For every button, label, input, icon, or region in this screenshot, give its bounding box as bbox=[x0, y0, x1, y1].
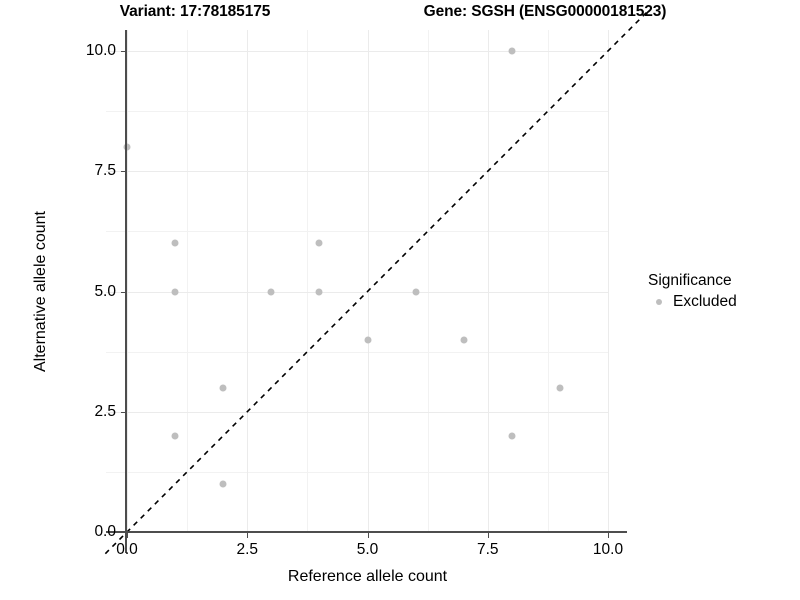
y-tick-label: 7.5 bbox=[94, 162, 116, 180]
y-tick-mark bbox=[121, 411, 126, 413]
data-point[interactable] bbox=[267, 288, 275, 295]
y-axis-line bbox=[125, 30, 127, 553]
gridline-horizontal-minor bbox=[106, 231, 608, 233]
gridline-horizontal bbox=[106, 171, 608, 173]
legend: Significance Excluded bbox=[648, 272, 793, 311]
legend-title: Significance bbox=[648, 272, 732, 289]
chart-title-row: Variant: 17:78185175 Gene: SGSH (ENSG000… bbox=[0, 3, 667, 25]
y-tick-label: 2.5 bbox=[94, 402, 116, 420]
x-tick-label: 5.0 bbox=[356, 541, 379, 558]
x-tick-mark bbox=[127, 533, 128, 538]
data-point[interactable] bbox=[219, 384, 227, 392]
gridline-vertical bbox=[608, 30, 609, 532]
legend-item[interactable]: Excluded bbox=[648, 293, 793, 311]
data-point[interactable] bbox=[219, 480, 227, 488]
gridline-vertical bbox=[367, 30, 369, 532]
x-axis-label: Reference allele count bbox=[287, 568, 448, 585]
data-point[interactable] bbox=[171, 432, 179, 440]
x-tick-mark bbox=[487, 533, 489, 538]
gridline-vertical-minor bbox=[187, 30, 189, 532]
y-tick-mark bbox=[121, 532, 126, 533]
gridline-horizontal-minor bbox=[106, 111, 608, 113]
x-tick-label: 2.5 bbox=[236, 541, 259, 558]
data-point[interactable] bbox=[315, 288, 323, 295]
y-tick-label: 0.0 bbox=[94, 523, 116, 540]
y-axis-label: Alternative allele count bbox=[32, 211, 49, 372]
variant-title: Variant: 17:78185175 bbox=[119, 3, 271, 20]
y-tick-mark bbox=[121, 171, 126, 173]
gridline-vertical-minor bbox=[427, 30, 429, 532]
data-point[interactable] bbox=[508, 47, 516, 55]
data-point[interactable] bbox=[171, 239, 179, 247]
y-tick-mark bbox=[121, 291, 126, 293]
x-tick-mark bbox=[367, 533, 369, 538]
x-tick-label: 10.0 bbox=[592, 541, 624, 558]
gene-title: Gene: SGSH (ENSG00000181523) bbox=[423, 3, 667, 20]
gridline-horizontal-minor bbox=[106, 351, 608, 353]
data-point[interactable] bbox=[171, 288, 179, 295]
y-tick-label: 5.0 bbox=[94, 282, 116, 300]
gridline-horizontal bbox=[106, 291, 608, 293]
plot-panel bbox=[104, 9, 650, 555]
x-tick-mark bbox=[247, 533, 249, 538]
gridline-vertical bbox=[127, 30, 128, 532]
gridline-horizontal bbox=[106, 411, 608, 413]
gridline-vertical bbox=[487, 30, 489, 532]
legend-items: Excluded bbox=[648, 293, 793, 311]
data-point[interactable] bbox=[556, 384, 564, 392]
x-tick-label: 0.0 bbox=[116, 541, 138, 558]
data-point[interactable] bbox=[508, 432, 516, 440]
y-tick-label: 10.0 bbox=[85, 42, 116, 59]
gridline-vertical bbox=[247, 30, 249, 532]
gridline-vertical-minor bbox=[547, 30, 549, 532]
x-tick-mark bbox=[608, 533, 609, 538]
legend-item-label: Excluded bbox=[673, 293, 737, 310]
legend-key-swatch bbox=[651, 294, 667, 310]
gridline-vertical-minor bbox=[307, 30, 309, 532]
data-point[interactable] bbox=[412, 288, 420, 295]
data-point[interactable] bbox=[364, 336, 371, 344]
data-point[interactable] bbox=[460, 336, 468, 344]
x-tick-label: 7.5 bbox=[476, 541, 499, 558]
legend-dot-icon bbox=[656, 299, 662, 305]
gridline-horizontal bbox=[106, 51, 608, 52]
x-axis-line bbox=[106, 531, 627, 533]
data-point[interactable] bbox=[315, 239, 323, 247]
y-tick-mark bbox=[121, 51, 126, 52]
gridline-horizontal-minor bbox=[106, 471, 608, 473]
